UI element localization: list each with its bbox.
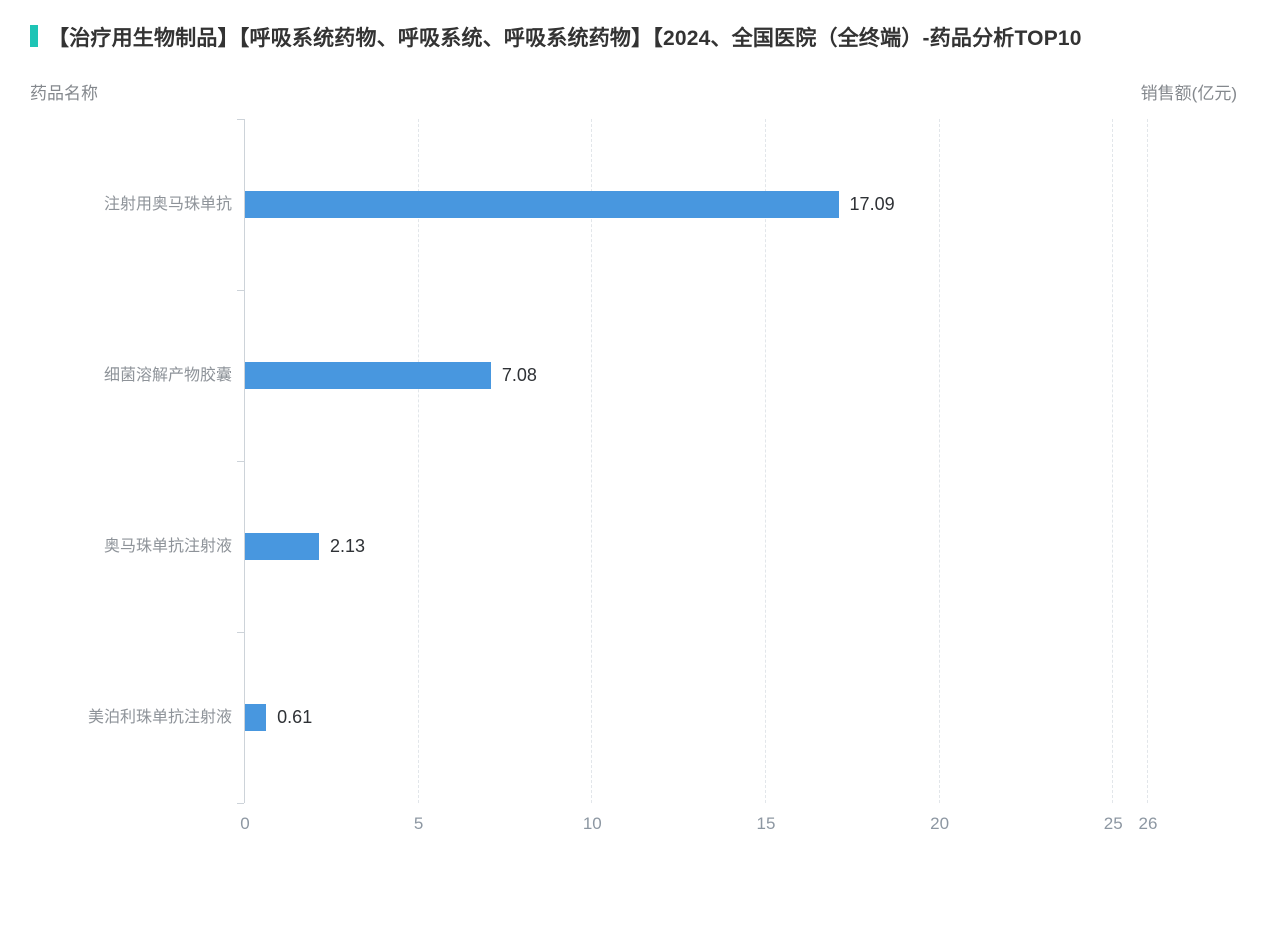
value-label: 0.61: [277, 707, 313, 727]
category-label: 细菌溶解产物胶囊: [103, 367, 232, 384]
x-tick-label: 15: [756, 814, 776, 833]
chart-title: 【治疗用生物制品】【呼吸系统药物、呼吸系统、呼吸系统药物】【2024、全国医院（…: [48, 27, 1082, 50]
gridline: [938, 119, 940, 803]
y-axis-tick: [237, 803, 244, 804]
x-tick-label: 20: [930, 814, 950, 833]
x-tick-label: 26: [1138, 814, 1158, 833]
y-axis-line: [244, 119, 245, 803]
x-tick-label: 5: [413, 814, 424, 833]
gridline: [591, 119, 593, 803]
y-axis-title: 药品名称: [30, 84, 98, 103]
value-label: 2.13: [329, 536, 366, 556]
category-label: 美泊利珠单抗注射液: [87, 709, 232, 726]
gridline: [764, 119, 766, 803]
y-axis-tick: [237, 632, 244, 633]
gridline: [1147, 119, 1148, 803]
x-tick-label: 25: [1103, 814, 1123, 833]
y-axis-tick: [237, 119, 244, 120]
bar[interactable]: [245, 191, 839, 218]
category-label: 注射用奥马珠单抗: [103, 196, 232, 213]
bar[interactable]: [245, 533, 319, 560]
x-axis-title: 销售额(亿元): [1140, 84, 1237, 103]
bar[interactable]: [245, 362, 491, 389]
gridline: [417, 119, 419, 803]
y-axis-tick: [237, 290, 244, 291]
x-tick-label: 10: [582, 814, 602, 833]
title-accent-bar: [30, 25, 38, 47]
gridline: [1112, 119, 1114, 803]
value-label: 17.09: [849, 194, 895, 214]
category-label: 奥马珠单抗注射液: [103, 538, 232, 555]
y-axis-tick: [237, 461, 244, 462]
bar[interactable]: [245, 704, 267, 731]
x-tick-label: 0: [240, 814, 250, 833]
value-label: 7.08: [501, 365, 537, 385]
